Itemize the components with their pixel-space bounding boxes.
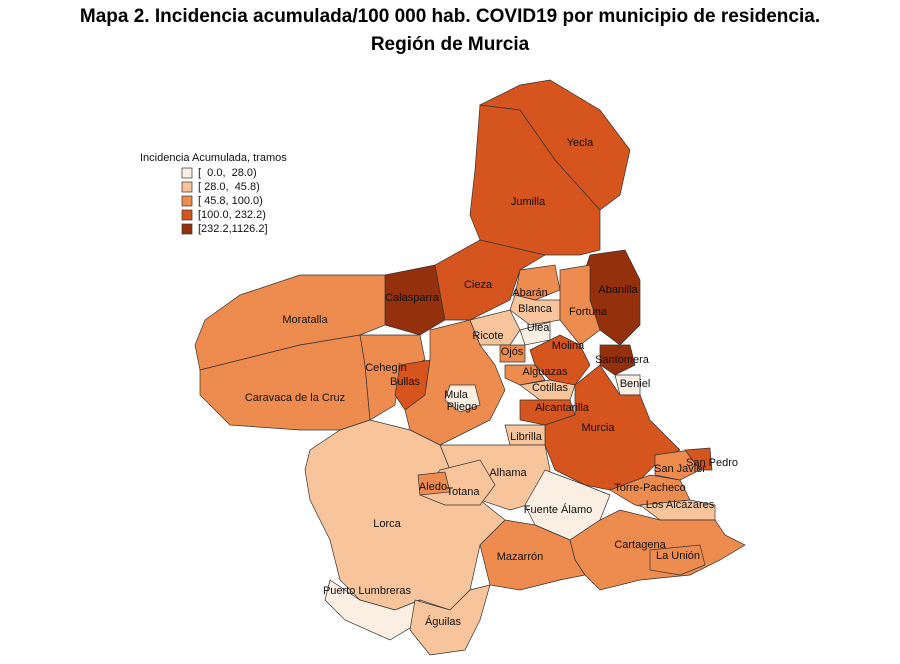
- municipality-label: Lorca: [373, 518, 401, 530]
- region-labels: Yecla Jumilla Calasparra Cieza Moratalla Cara…: [245, 137, 738, 628]
- municipality-label: Fortuna: [569, 306, 608, 318]
- legend-label: [100.0, 232.2): [198, 209, 266, 221]
- municipality: [559, 264, 601, 346]
- municipality-label: Murcia: [581, 422, 615, 434]
- municipality-label: Los Alcázares: [646, 499, 715, 511]
- municipality-label: Aledo: [419, 481, 447, 493]
- municipality-label: Ulea: [527, 322, 551, 334]
- municipality: [504, 364, 546, 386]
- legend-swatch: [181, 223, 193, 235]
- municipality: [649, 544, 706, 576]
- municipality-label: Beniel: [620, 378, 651, 390]
- municipality-label: Totana: [446, 486, 480, 498]
- municipality-label: Alcantarilla: [535, 402, 590, 414]
- title-line: Mapa 2. Incidencia acumulada/100 000 hab…: [80, 6, 820, 27]
- municipality: [469, 104, 601, 256]
- legend-label: [ 0.0, 28.0): [198, 167, 257, 179]
- municipality-label: Cotillas: [532, 382, 569, 394]
- municipality-label: Moratalla: [282, 314, 328, 326]
- municipality-label: Pliego: [447, 401, 478, 413]
- legend-title: Incidencia Acumulada, tramos: [140, 152, 287, 164]
- municipality-label: Jumilla: [511, 196, 546, 208]
- municipality-label: Caravaca de la Cruz: [245, 392, 345, 404]
- municipality-label: Abanilla: [598, 284, 638, 296]
- municipality-label: Mula: [444, 389, 469, 401]
- municipality: [639, 499, 716, 521]
- municipality-label: Cieza: [464, 279, 493, 291]
- regions: [194, 79, 746, 656]
- municipality-label: San Pedro: [686, 457, 738, 469]
- legend-label: [ 45.8, 100.0): [198, 195, 263, 207]
- municipality-label: Bullas: [390, 376, 420, 388]
- municipality: [519, 379, 576, 401]
- municipality-label: Cartagena: [614, 539, 666, 551]
- municipality-label: Fuente Álamo: [524, 503, 592, 516]
- municipality: [194, 274, 386, 371]
- municipality-label: Alguazas: [522, 366, 568, 378]
- legend-label: [232.2,1126.2]: [198, 223, 268, 235]
- municipality-label: Blanca: [518, 303, 553, 315]
- municipality: [444, 384, 481, 413]
- municipality: [479, 519, 586, 591]
- municipality: [417, 471, 451, 496]
- municipality: [529, 334, 591, 386]
- municipality: [514, 264, 561, 301]
- municipality-label: Abarán: [512, 287, 547, 299]
- title-line: Región de Murcia: [371, 34, 530, 55]
- municipality-label: Alhama: [489, 467, 527, 479]
- legend: Incidencia Acumulada, tramos [ 0.0, 28.0…: [140, 152, 287, 235]
- municipality-label: Librilla: [510, 431, 543, 443]
- municipality-label: Puerto Lumbreras: [323, 585, 412, 597]
- municipality: [654, 449, 701, 481]
- municipality-label: San Javier: [654, 463, 706, 475]
- legend-swatch: [181, 181, 193, 193]
- municipality-label: La Unión: [656, 550, 700, 562]
- municipality-label: Calasparra: [385, 292, 440, 304]
- municipality-label: Ojós: [501, 346, 524, 358]
- municipality-label: Mazarrón: [497, 551, 543, 563]
- legend-swatch: [181, 209, 193, 221]
- municipality-label: Molina: [552, 340, 585, 352]
- municipality: [499, 344, 526, 363]
- municipality-label: Santomera: [595, 354, 650, 366]
- municipality-label: Yecla: [567, 137, 594, 149]
- legend-label: [ 28.0, 45.8): [198, 181, 260, 193]
- municipality-label: Torre-Pacheco: [614, 482, 686, 494]
- municipality: [684, 447, 713, 471]
- municipality-label: Cehegín: [365, 362, 407, 374]
- municipality-label: Ricote: [472, 330, 503, 342]
- municipality: [599, 344, 636, 376]
- legend-swatch: [181, 195, 193, 207]
- legend-swatch: [181, 167, 193, 179]
- municipality: [409, 584, 491, 656]
- municipality-label: Águilas: [425, 615, 462, 628]
- municipality: [469, 309, 521, 346]
- municipality: [434, 239, 546, 321]
